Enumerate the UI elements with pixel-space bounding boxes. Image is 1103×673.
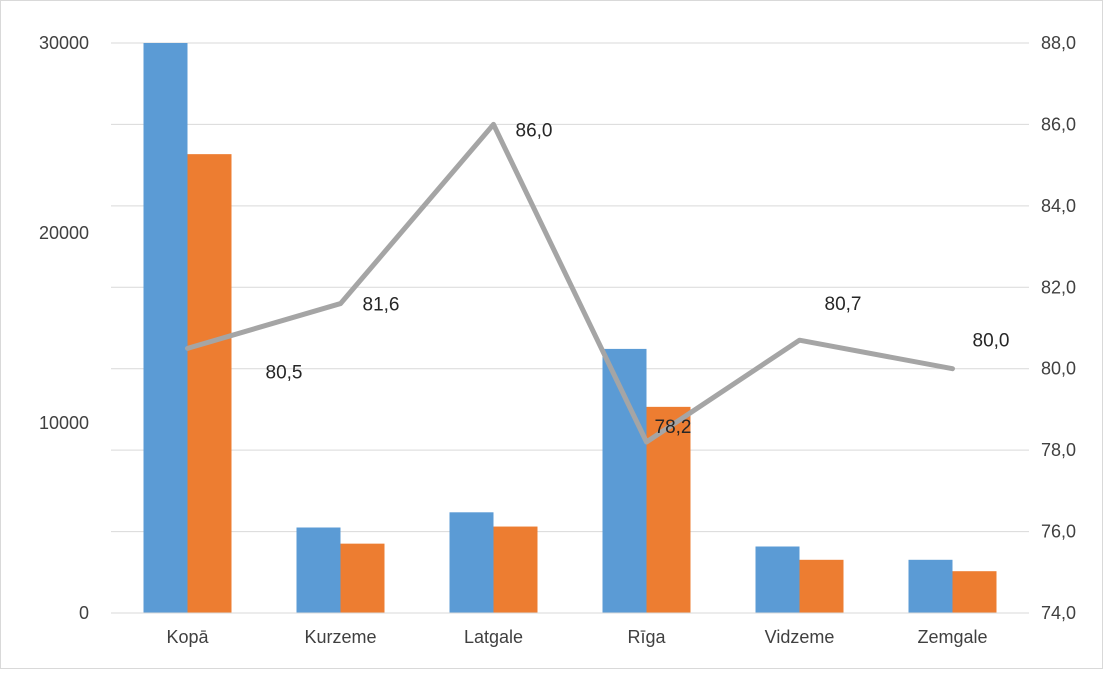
y-right-tick-label: 76,0 [1041, 522, 1076, 542]
y-left-tick-label: 10000 [39, 413, 89, 433]
y-right-tick-label: 86,0 [1041, 114, 1076, 134]
bar [952, 571, 997, 613]
y-right-tick-label: 74,0 [1041, 603, 1076, 623]
x-tick-label: Rīga [627, 627, 666, 647]
line-series [185, 121, 955, 445]
y-left-tick-label: 30000 [39, 33, 89, 53]
bar [296, 527, 341, 613]
x-tick-label: Vidzeme [765, 627, 835, 647]
bar [799, 559, 844, 613]
line-data-label: 86,0 [516, 120, 553, 141]
line-data-label: 80,0 [973, 331, 1010, 352]
line-data-label: 80,7 [825, 294, 862, 315]
bar [187, 154, 232, 613]
axes: 0 10000 20000 30000 74,0 76,0 78,0 80,0 82,0 84,0… [39, 33, 1076, 647]
bar [340, 543, 385, 613]
y-right-tick-label: 80,0 [1041, 359, 1076, 379]
bar [646, 406, 691, 613]
bar [602, 348, 647, 613]
line-series-path [185, 121, 955, 445]
x-tick-label: Latgale [464, 627, 523, 647]
bar [908, 559, 953, 613]
y-right-tick-label: 88,0 [1041, 33, 1076, 53]
line-data-label: 80,5 [266, 362, 303, 383]
y-right-tick-label: 78,0 [1041, 440, 1076, 460]
x-tick-label: Kurzeme [304, 627, 376, 647]
line-data-label: 81,6 [363, 295, 400, 316]
bar [755, 546, 800, 613]
x-tick-label: Zemgale [917, 627, 987, 647]
y-left-tick-label: 0 [79, 603, 89, 623]
x-tick-label: Kopā [166, 627, 209, 647]
bar [143, 43, 188, 613]
line-data-label: 78,2 [655, 417, 692, 438]
y-left-tick-label: 20000 [39, 223, 89, 243]
bar [493, 526, 538, 613]
bar [449, 512, 494, 613]
bar-series [143, 43, 997, 613]
y-right-tick-label: 84,0 [1041, 196, 1076, 216]
data-labels: 80,5 81,6 86,0 78,2 80,7 80,0 [266, 120, 1010, 438]
y-right-tick-label: 82,0 [1041, 277, 1076, 297]
